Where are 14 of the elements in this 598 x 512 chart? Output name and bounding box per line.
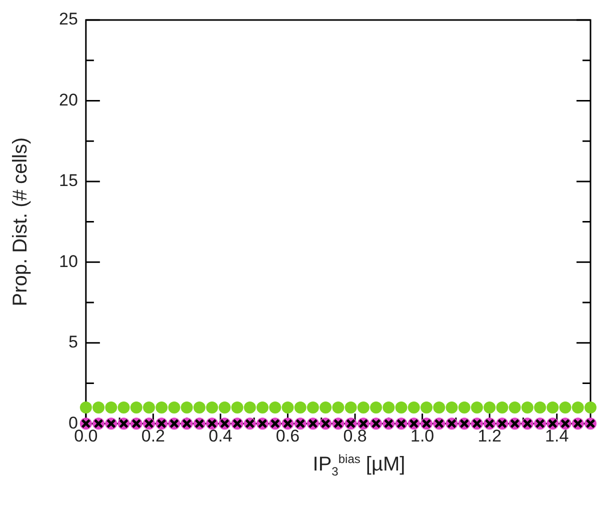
y-tick-label: 5 — [68, 332, 78, 352]
y-tick-label: 10 — [58, 252, 78, 271]
x-tick-label: 1.2 — [478, 426, 502, 446]
x-tick-label: 0.4 — [208, 426, 232, 446]
x-tick-label: 0.2 — [141, 426, 166, 446]
x-tick-label: 0.8 — [343, 426, 367, 446]
y-tick-label: 15 — [58, 171, 78, 190]
y-tick-label: 25 — [58, 10, 78, 29]
x-tick-label: 1.0 — [410, 426, 434, 446]
x-tick-label: 1.4 — [545, 426, 569, 446]
y-axis-title: Prop. Dist. (# cells) — [10, 137, 32, 306]
x-tick-label: 0.6 — [276, 426, 300, 446]
y-tick-label: 20 — [58, 90, 78, 110]
x-axis-title: IP$_{3}$$^{bias}$ [µM] — [312, 452, 406, 479]
